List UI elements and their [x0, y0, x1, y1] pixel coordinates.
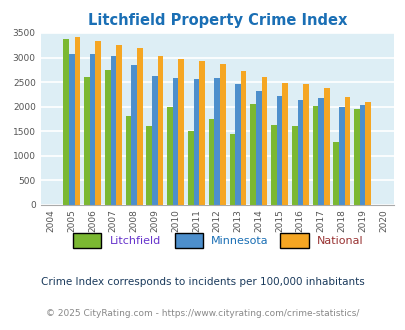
- Bar: [364, 102, 370, 205]
- Bar: [146, 126, 152, 205]
- Bar: [281, 82, 287, 205]
- Bar: [323, 88, 329, 205]
- Bar: [229, 135, 234, 205]
- Bar: [234, 84, 240, 205]
- Bar: [208, 119, 214, 205]
- Bar: [188, 131, 193, 205]
- Bar: [193, 79, 199, 205]
- Text: Litchfield: Litchfield: [109, 236, 160, 246]
- Bar: [303, 84, 308, 205]
- Bar: [131, 65, 136, 205]
- Bar: [167, 107, 173, 205]
- Bar: [157, 55, 163, 205]
- Bar: [271, 125, 276, 205]
- Bar: [333, 142, 338, 205]
- Text: Minnesota: Minnesota: [211, 236, 268, 246]
- Text: National: National: [316, 236, 362, 246]
- Bar: [199, 61, 205, 205]
- Bar: [359, 105, 364, 205]
- Bar: [90, 53, 95, 205]
- Bar: [95, 41, 101, 205]
- Bar: [338, 107, 344, 205]
- Bar: [116, 45, 121, 205]
- Bar: [84, 77, 90, 205]
- Bar: [63, 39, 69, 205]
- Bar: [250, 104, 255, 205]
- Bar: [152, 76, 157, 205]
- Bar: [126, 116, 131, 205]
- Bar: [240, 71, 246, 205]
- Title: Litchfield Property Crime Index: Litchfield Property Crime Index: [87, 13, 346, 28]
- Bar: [318, 98, 323, 205]
- Bar: [214, 78, 220, 205]
- Bar: [297, 100, 303, 205]
- Bar: [75, 37, 80, 205]
- Bar: [344, 97, 350, 205]
- Bar: [354, 110, 359, 205]
- Bar: [291, 126, 297, 205]
- Bar: [110, 55, 116, 205]
- Bar: [261, 77, 266, 205]
- Bar: [104, 70, 110, 205]
- Bar: [276, 96, 281, 205]
- Bar: [178, 59, 183, 205]
- Bar: [69, 53, 75, 205]
- Text: Crime Index corresponds to incidents per 100,000 inhabitants: Crime Index corresponds to incidents per…: [41, 277, 364, 287]
- Bar: [220, 64, 225, 205]
- Bar: [173, 78, 178, 205]
- Bar: [136, 48, 142, 205]
- Bar: [255, 91, 261, 205]
- Bar: [312, 106, 318, 205]
- Text: © 2025 CityRating.com - https://www.cityrating.com/crime-statistics/: © 2025 CityRating.com - https://www.city…: [46, 309, 359, 318]
